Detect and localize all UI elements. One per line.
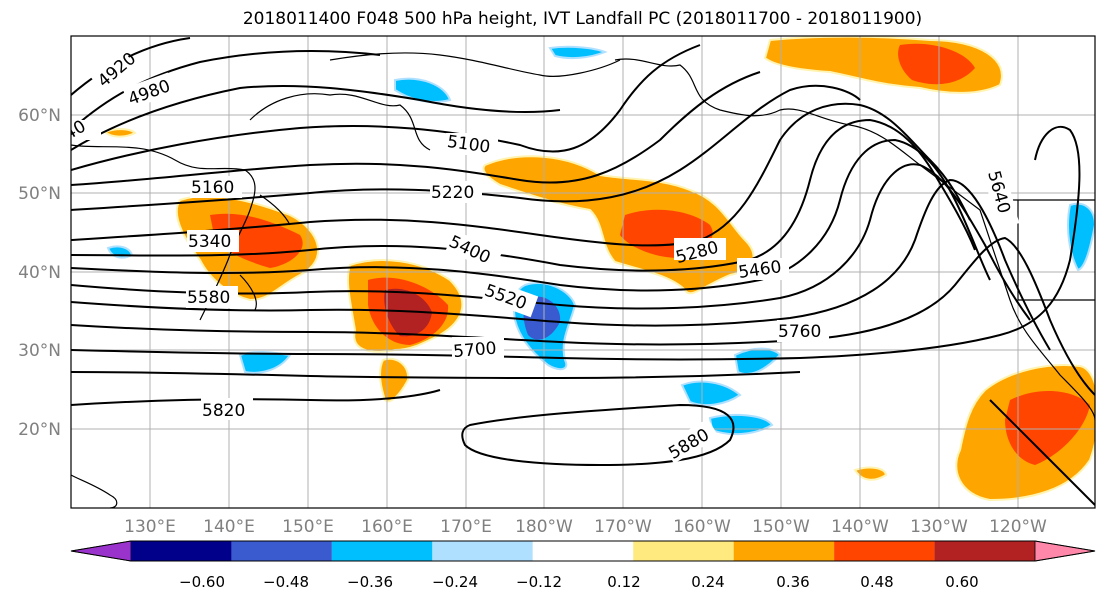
colorbar-extend-high: [1034, 540, 1096, 562]
colorbar-tick-label: −0.48: [263, 573, 309, 591]
contour-label: 5220: [431, 183, 474, 203]
map-title: 2018011400 F048 500 hPa height, IVT Land…: [242, 9, 923, 29]
colorbar-segment: [934, 541, 1035, 561]
colorbar-segment: [231, 541, 332, 561]
colorbar-segment: [834, 541, 935, 561]
colorbar-segment: [131, 541, 232, 561]
lat-label: 20°N: [18, 420, 61, 440]
colorbar-segment: [532, 541, 634, 561]
coastlines: [71, 52, 1095, 508]
colorbar-segment: [633, 541, 734, 561]
ivt-shading: [103, 36, 1095, 502]
colorbar-tick-label: −0.24: [432, 573, 478, 591]
colorbar-tick-label: 0.12: [607, 573, 640, 591]
colorbar-tick-label: 0.60: [945, 573, 978, 591]
lat-label: 60°N: [18, 106, 61, 126]
colorbar-segment: [331, 541, 433, 561]
contour-label: 5340: [188, 232, 231, 252]
lon-label: 170°E: [440, 517, 492, 537]
lat-label: 50°N: [18, 184, 61, 204]
contour-label: 5820: [202, 401, 245, 421]
colorbar-tick-label: −0.36: [347, 573, 393, 591]
lon-label: 150°W: [752, 517, 810, 537]
lon-label: 160°E: [361, 517, 413, 537]
colorbar: [70, 540, 1096, 562]
lon-label: 150°E: [282, 517, 334, 537]
colorbar-segment: [733, 541, 835, 561]
colorbar-tick-label: −0.60: [179, 573, 225, 591]
colorbar-tick-label: 0.48: [860, 573, 893, 591]
map-frame: [70, 35, 1096, 509]
lon-label: 170°W: [594, 517, 652, 537]
colorbar-tick-label: 0.24: [691, 573, 724, 591]
longitude-labels: 130°E 140°E 150°E 160°E 170°E 180°W 170°…: [124, 517, 1047, 537]
colorbar-outline: [70, 540, 1096, 562]
lat-label: 30°N: [18, 341, 61, 361]
contour-label: 5580: [187, 288, 230, 308]
colorbar-tick-label: −0.12: [516, 573, 562, 591]
latitude-labels: 60°N 50°N 40°N 30°N 20°N: [18, 106, 61, 440]
lon-label: 120°W: [989, 517, 1047, 537]
colorbar-tick-labels: −0.60 −0.48 −0.36 −0.24 −0.12 0.12 0.24 …: [179, 573, 979, 591]
lat-label: 40°N: [18, 263, 61, 283]
lon-label: 160°W: [673, 517, 731, 537]
map-panel: 4920 4980 5040 5100 5160 5220 5280 5340 …: [71, 36, 1095, 508]
lon-label: 140°W: [831, 517, 889, 537]
lon-label: 140°E: [203, 517, 255, 537]
contour-label: 5760: [778, 322, 821, 342]
contour-label: 5160: [191, 178, 234, 198]
contour-labels: 4920 4980 5040 5100 5160 5220 5280 5340 …: [71, 49, 1020, 464]
colorbar-segment: [432, 541, 533, 561]
lon-label: 180°W: [515, 517, 573, 537]
colorbar-tick-label: 0.36: [776, 573, 809, 591]
colorbar-extend-low: [70, 540, 132, 562]
contour-label: 5700: [452, 338, 497, 362]
lon-label: 130°E: [124, 517, 176, 537]
lon-label: 130°W: [910, 517, 968, 537]
